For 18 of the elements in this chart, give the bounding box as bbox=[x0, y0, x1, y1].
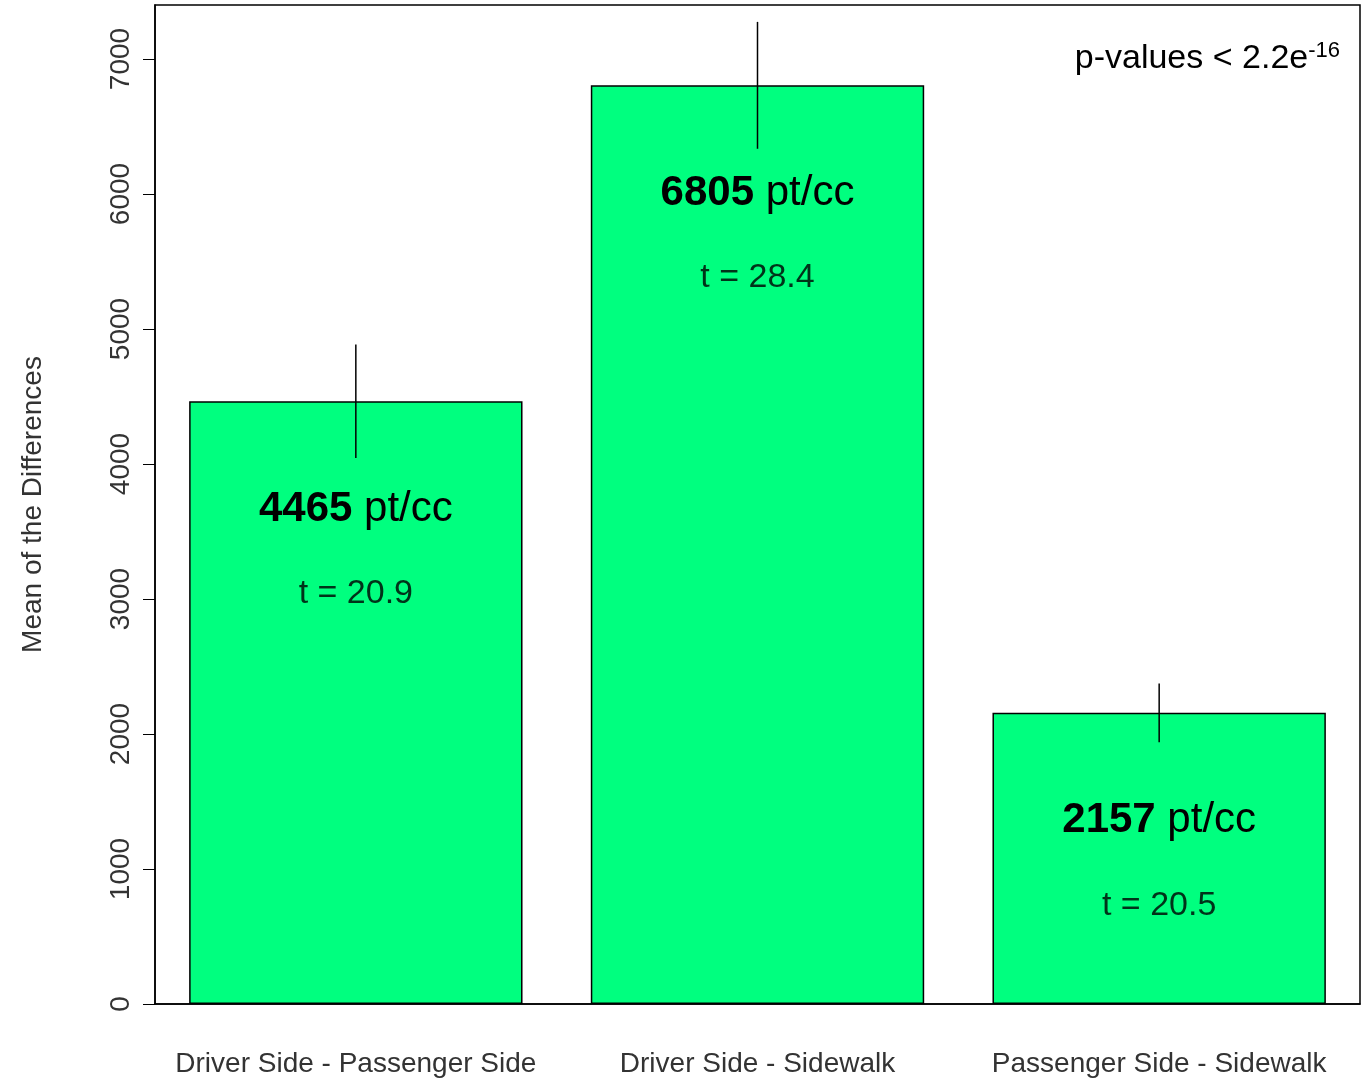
annotation: t = 20.5 bbox=[1101, 883, 1217, 922]
y-tick-label: 4000 bbox=[103, 432, 135, 496]
y-tick-label: 6000 bbox=[103, 162, 135, 226]
x-tick-label: Driver Side - Sidewalk bbox=[619, 1046, 897, 1078]
y-tick-label: 5000 bbox=[103, 297, 135, 361]
y-tick-label: 0 bbox=[103, 996, 135, 1012]
annotation: t = 20.9 bbox=[298, 572, 414, 611]
data-label: 2157 pt/cc bbox=[1062, 794, 1257, 842]
annotation: t = 28.4 bbox=[700, 256, 815, 295]
y-tick-label: 2000 bbox=[103, 702, 135, 766]
data-label: 4465 pt/cc bbox=[258, 482, 453, 530]
y-tick-label: 3000 bbox=[103, 567, 135, 631]
x-tick-label: Passenger Side - Sidewalk bbox=[991, 1046, 1328, 1078]
y-tick-label: 7000 bbox=[103, 27, 135, 91]
y-axis-title: Mean of the Differences bbox=[15, 356, 47, 653]
data-label: 6805 pt/cc bbox=[660, 166, 855, 214]
x-tick-label: Driver Side - Passenger Side bbox=[175, 1046, 537, 1078]
y-tick-label: 1000 bbox=[103, 837, 135, 901]
